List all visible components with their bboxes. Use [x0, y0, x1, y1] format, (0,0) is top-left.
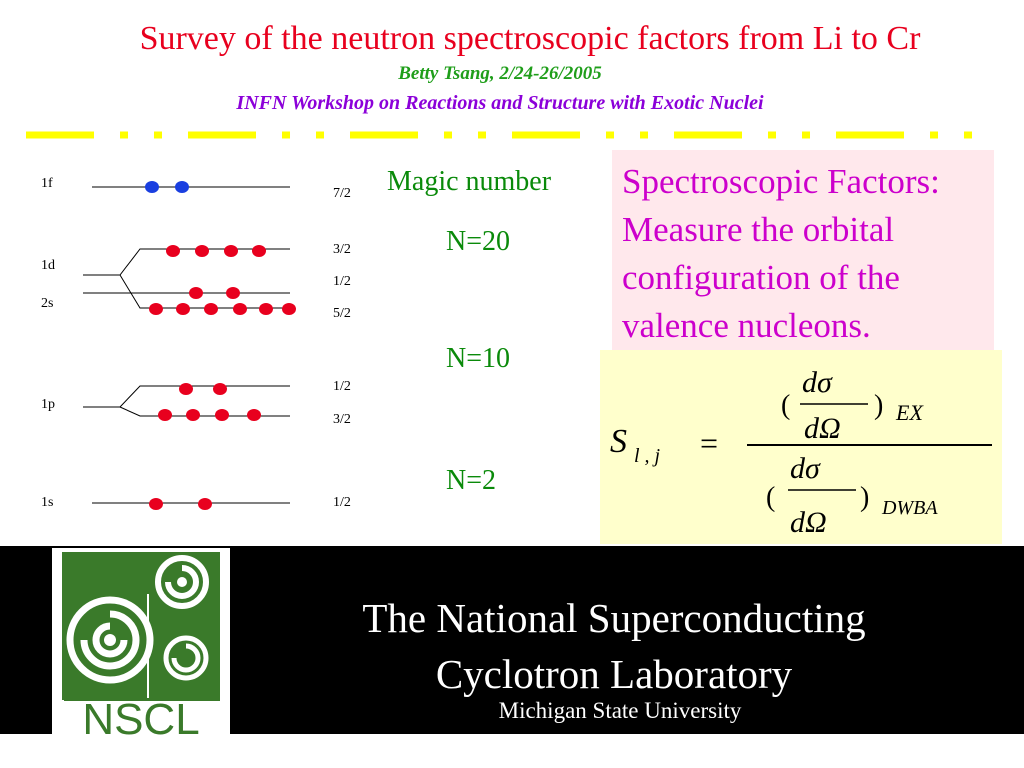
magic-n2: N=2: [446, 465, 497, 496]
num-domega: dΩ: [804, 412, 841, 445]
slide-title: Survey of the neutron spectroscopic fact…: [139, 20, 921, 57]
proton-dot: [215, 409, 229, 421]
formula-box: S l , j = ( dσ dΩ ) EX ( dσ dΩ ) DWBA: [600, 350, 1002, 544]
den-sub-dwba: DWBA: [881, 497, 938, 519]
num-paren-close: ): [874, 390, 883, 421]
proton-dot: [195, 245, 209, 257]
formula-subscript: l , j: [634, 445, 661, 467]
spec-line: valence nucleons.: [622, 306, 871, 345]
den-paren-close: ): [860, 482, 869, 513]
shell-label-1d: 1d: [41, 258, 55, 273]
formula-equals: =: [700, 425, 718, 461]
spectroscopic-factor-box: Spectroscopic Factors: Measure the orbit…: [612, 150, 994, 350]
j-label-1-2-p: 1/2: [333, 379, 351, 394]
j-label-7-2: 7/2: [333, 186, 351, 201]
shell-label-1p: 1p: [41, 397, 55, 412]
proton-dot: [186, 409, 200, 421]
proton-dots: [149, 245, 296, 510]
workshop-line: INFN Workshop on Reactions and Structure…: [236, 92, 764, 114]
proton-dot: [213, 383, 227, 395]
lab-name: The National Superconducting Cyclotron L…: [264, 590, 964, 702]
j-label-3-2-p: 3/2: [333, 412, 351, 427]
lab-name-line1: The National Superconducting: [362, 595, 866, 641]
spec-line: Measure the orbital: [622, 210, 895, 249]
neutron-dots: [145, 181, 189, 193]
formula-lhs: S: [610, 423, 627, 460]
magic-number-heading: Magic number: [387, 166, 552, 197]
proton-dot: [226, 287, 240, 299]
spec-line: configuration of the: [622, 258, 900, 297]
j-label-1-2-1s: 1/2: [333, 495, 351, 510]
den-paren-open: (: [766, 482, 775, 513]
proton-dot: [252, 245, 266, 257]
proton-dot: [198, 498, 212, 510]
nscl-logo: NSCL: [52, 548, 230, 744]
proton-dot: [189, 287, 203, 299]
proton-dot: [259, 303, 273, 315]
spec-line: Spectroscopic Factors:: [622, 162, 940, 201]
proton-dot: [166, 245, 180, 257]
shell-label-1f: 1f: [41, 176, 53, 191]
proton-dot: [233, 303, 247, 315]
j-label-1-2-s: 1/2: [333, 274, 351, 289]
shell-label-1s: 1s: [41, 495, 53, 510]
magic-n10: N=10: [446, 343, 511, 374]
logo-text: NSCL: [82, 695, 199, 740]
proton-dot: [247, 409, 261, 421]
proton-dot: [282, 303, 296, 315]
lab-name-line2: Cyclotron Laboratory: [435, 651, 793, 697]
proton-dot: [176, 303, 190, 315]
shell-label-2s: 2s: [41, 296, 53, 311]
num-sub-ex: EX: [895, 400, 924, 425]
num-paren-open: (: [781, 390, 790, 421]
j-label-5-2: 5/2: [333, 306, 351, 321]
author-line: Betty Tsang, 2/24-26/2005: [398, 63, 602, 84]
spectroscopic-factor-formula: S l , j = ( dσ dΩ ) EX ( dσ dΩ ) DWBA: [610, 366, 992, 539]
shell-level-diagram: 1f 1d 2s 1p 1s 7/2 3/2 1/2 5/2 1/2 3/2 1…: [41, 176, 351, 510]
den-dsigma: dσ: [790, 452, 821, 485]
proton-dot: [179, 383, 193, 395]
j-label-3-2-d: 3/2: [333, 242, 351, 257]
neutron-dot: [175, 181, 189, 193]
dashed-rule: [26, 131, 976, 139]
neutron-dot: [145, 181, 159, 193]
proton-dot: [149, 498, 163, 510]
proton-dot: [204, 303, 218, 315]
proton-dot: [149, 303, 163, 315]
university-name: Michigan State University: [498, 698, 742, 723]
proton-dot: [224, 245, 238, 257]
den-domega: dΩ: [790, 506, 827, 539]
num-dsigma: dσ: [802, 366, 833, 399]
proton-dot: [158, 409, 172, 421]
magic-n20: N=20: [446, 226, 511, 257]
